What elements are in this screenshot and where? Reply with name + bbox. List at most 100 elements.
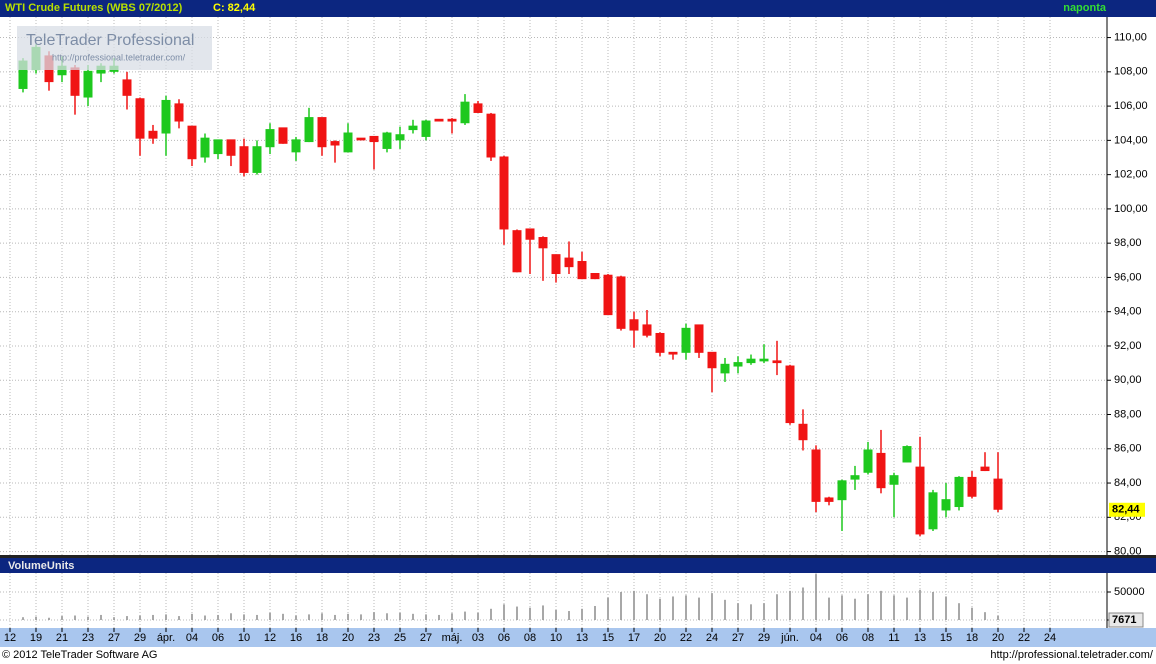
x-tick-label: 24: [1044, 632, 1056, 644]
header-close: C: 82,44: [213, 2, 256, 14]
header-title: WTI Crude Futures (WBS 07/2012): [5, 2, 183, 14]
volume-bar: [35, 616, 37, 620]
candle-body: [850, 475, 860, 480]
candle-body: [18, 60, 28, 89]
candle-body: [434, 118, 444, 122]
volume-bar: [737, 603, 739, 620]
candle-body: [876, 452, 886, 489]
volume-bar: [503, 604, 505, 620]
volume-bar: [464, 611, 466, 620]
volume-bar: [555, 609, 557, 620]
watermark-box: [17, 26, 212, 70]
volume-bar: [412, 613, 414, 620]
candle-body: [655, 332, 665, 353]
y-tick-label: 86,00: [1114, 443, 1142, 455]
x-tick-label: 20: [342, 632, 354, 644]
candle-body: [421, 120, 431, 137]
volume-bar: [607, 597, 609, 620]
candle-body: [629, 319, 639, 331]
y-tick-label: 92,00: [1114, 340, 1142, 352]
volume-bar: [87, 616, 89, 620]
candle-body: [187, 125, 197, 160]
x-tick-label: 27: [108, 632, 120, 644]
volume-bar: [659, 598, 661, 620]
candle-body: [70, 67, 80, 96]
candle-body: [369, 135, 379, 143]
volume-bar: [451, 613, 453, 620]
candle-body: [746, 358, 756, 364]
x-tick-label: 13: [576, 632, 588, 644]
candle-body: [213, 139, 223, 155]
y-tick-label: 108,00: [1114, 66, 1148, 78]
volume-bar: [178, 616, 180, 620]
x-axis-bar: [0, 628, 1156, 647]
volume-bar: [373, 612, 375, 620]
x-tick-label: 10: [238, 632, 250, 644]
volume-bar: [776, 594, 778, 620]
x-tick-label: 04: [810, 632, 822, 644]
y-tick-label: 106,00: [1114, 100, 1148, 112]
volume-bar: [477, 612, 479, 620]
volume-bar: [711, 593, 713, 620]
watermark-url: http://professional.teletrader.com/: [52, 52, 186, 62]
y-tick-label: 50000: [1114, 586, 1145, 598]
candle-body: [330, 141, 340, 146]
candle-body: [707, 351, 717, 369]
candle-body: [460, 101, 470, 124]
x-tick-label: 24: [706, 632, 718, 644]
x-tick-label: 15: [940, 632, 952, 644]
x-tick-label: 23: [368, 632, 380, 644]
volume-bar: [386, 613, 388, 620]
x-tick-label: 18: [966, 632, 978, 644]
y-tick-label: 110,00: [1114, 31, 1147, 43]
volume-bar: [217, 614, 219, 620]
candle-body: [161, 99, 171, 134]
volume-bar: [893, 595, 895, 620]
candle-body: [122, 79, 132, 96]
x-tick-label: máj.: [442, 632, 463, 644]
x-tick-label: 15: [602, 632, 614, 644]
candle-body: [148, 130, 158, 139]
x-tick-label: 03: [472, 632, 484, 644]
x-tick-label: 12: [4, 632, 16, 644]
volume-bar: [698, 597, 700, 620]
y-tick-label: 98,00: [1114, 237, 1142, 249]
x-tick-label: 18: [316, 632, 328, 644]
candle-body: [382, 132, 392, 149]
volume-bar: [22, 617, 24, 620]
volume-bar: [945, 596, 947, 620]
candle-body: [486, 113, 496, 158]
volume-bar: [932, 591, 934, 620]
volume-bar: [646, 594, 648, 620]
candle-body: [915, 466, 925, 535]
volume-bar: [542, 605, 544, 620]
volume-bar: [360, 614, 362, 620]
candle-body: [447, 118, 457, 122]
candle-body: [57, 65, 67, 76]
volume-bar: [516, 606, 518, 620]
candle-body: [512, 230, 522, 273]
volume-bar: [399, 612, 401, 620]
candle-body: [291, 139, 301, 153]
candle-body: [733, 362, 743, 367]
volume-title-bar: [0, 558, 1156, 573]
x-tick-label: 20: [654, 632, 666, 644]
volume-bar: [334, 614, 336, 620]
candle-body: [642, 324, 652, 336]
candle-body: [902, 446, 912, 463]
candle-body: [980, 466, 990, 472]
candle-body: [681, 327, 691, 353]
x-tick-label: ápr.: [157, 632, 175, 644]
volume-bar: [74, 615, 76, 620]
volume-bar: [152, 614, 154, 620]
x-tick-label: 13: [914, 632, 926, 644]
x-tick-label: 27: [732, 632, 744, 644]
candle-body: [590, 273, 600, 280]
volume-bar: [295, 615, 297, 620]
candle-body: [837, 480, 847, 501]
y-tick-label: 94,00: [1114, 306, 1142, 318]
candle-body: [694, 324, 704, 353]
x-tick-label: 22: [680, 632, 692, 644]
